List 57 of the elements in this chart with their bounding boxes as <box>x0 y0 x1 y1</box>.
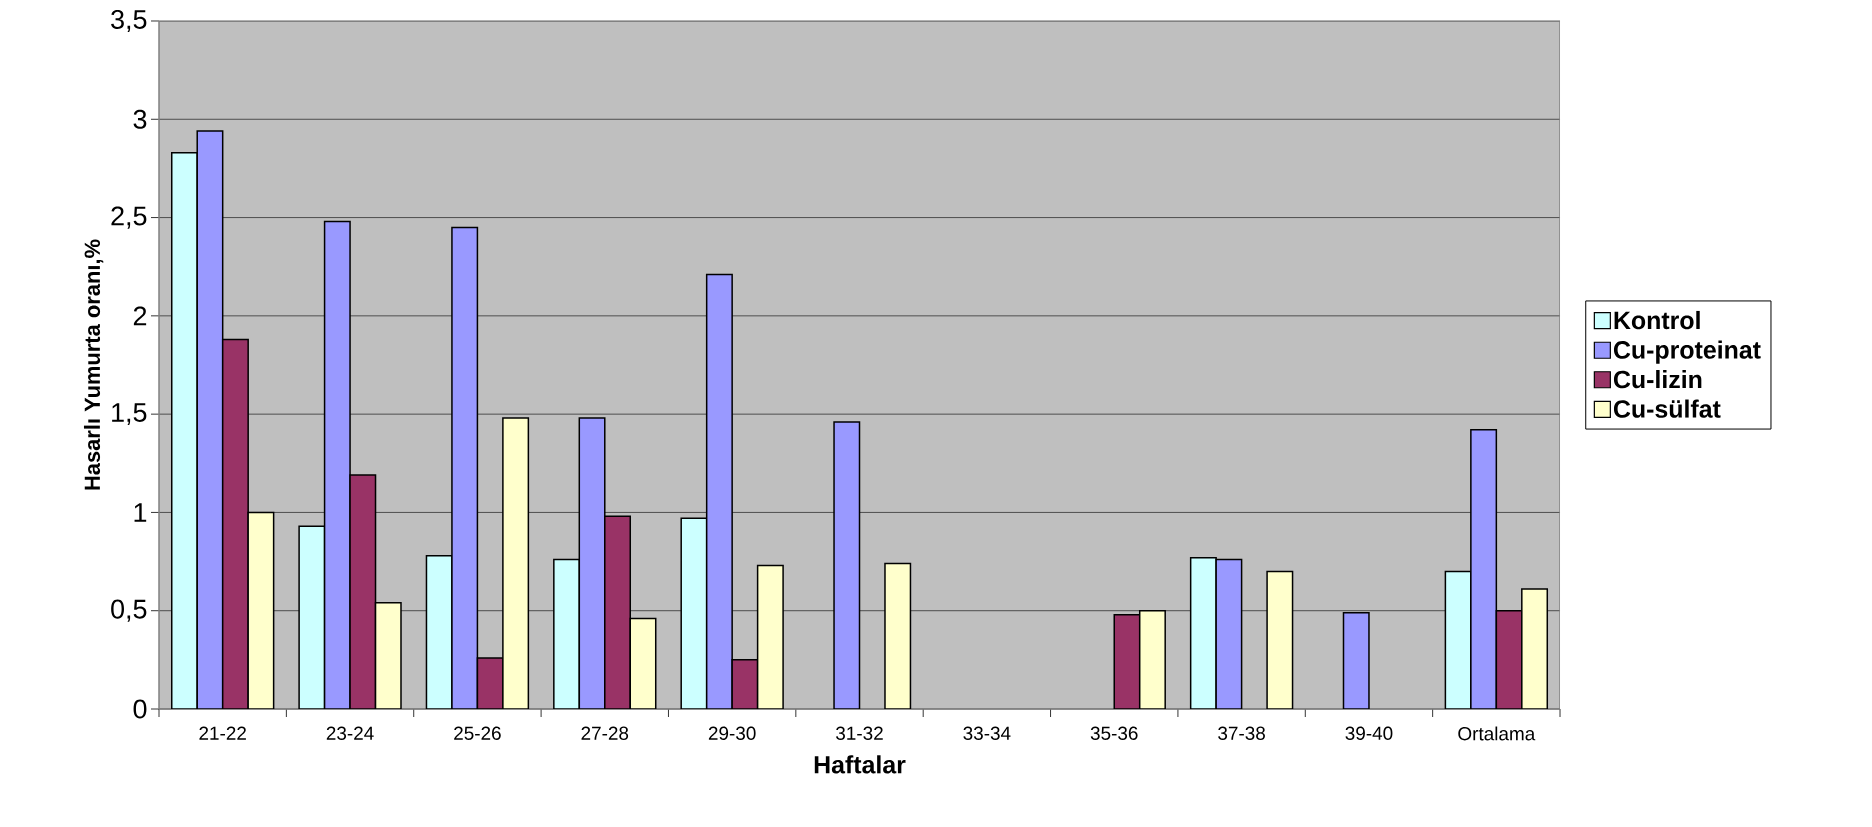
y-tick-label: 0,5 <box>111 599 147 622</box>
x-tick-label: 21-22 <box>199 726 246 740</box>
bar <box>298 525 326 709</box>
x-tick-label: 23-24 <box>326 726 374 740</box>
bar <box>629 617 657 709</box>
y-tick-label: 3 <box>133 109 147 129</box>
y-tick-label: 0 <box>133 699 147 719</box>
y-tick-label: 2 <box>133 306 147 326</box>
x-tick-label: 25-26 <box>454 726 501 740</box>
legend-label: Cu-lizin <box>1613 369 1702 389</box>
x-tick-label: 27-28 <box>581 726 629 740</box>
bar <box>349 474 377 709</box>
bar <box>1521 588 1549 709</box>
x-tick-label: 31-32 <box>836 726 883 740</box>
bar <box>553 558 581 709</box>
y-tick-label: 3,5 <box>111 9 147 33</box>
bar <box>221 338 249 709</box>
bar <box>1266 570 1294 709</box>
x-tick-label: 39-40 <box>1345 726 1393 740</box>
x-axis-title: Haftalar <box>814 755 906 774</box>
bar <box>705 273 733 709</box>
x-tick-label: 37-38 <box>1218 726 1265 740</box>
legend-label: Cu-proteinat <box>1613 340 1761 364</box>
legend-label: Kontrol <box>1614 310 1700 330</box>
x-tick-label: 33-34 <box>963 726 1011 740</box>
bar <box>196 130 224 709</box>
bar <box>502 417 530 709</box>
bar <box>476 657 504 709</box>
bar <box>170 151 198 709</box>
bar <box>425 554 453 709</box>
x-tick-label: 35-36 <box>1090 726 1138 740</box>
bar <box>1495 609 1523 709</box>
bar <box>604 515 631 709</box>
y-axis-title: Hasarlı Yumurta oranı,% <box>83 239 104 490</box>
bar <box>1189 556 1217 709</box>
bar <box>756 564 784 709</box>
bar <box>884 562 912 709</box>
x-tick-label: Ortalama <box>1458 726 1536 741</box>
bar <box>1215 558 1243 709</box>
x-tick-label: 29-30 <box>708 726 756 740</box>
bar <box>323 220 351 709</box>
bar <box>374 602 402 709</box>
y-tick-label: 1 <box>134 503 147 522</box>
bar <box>731 659 759 709</box>
y-tick-label: 1,5 <box>112 403 147 426</box>
bar <box>451 226 479 709</box>
bar <box>1342 611 1370 709</box>
bar <box>247 511 275 709</box>
bar <box>1138 609 1166 709</box>
bar <box>578 417 606 709</box>
bar <box>1444 570 1472 709</box>
bar <box>1470 429 1498 709</box>
bar <box>1113 613 1141 709</box>
bar <box>680 517 708 709</box>
bar <box>833 421 861 709</box>
legend-label: Cu-sülfat <box>1613 399 1721 418</box>
y-tick-label: 2,5 <box>111 206 147 229</box>
